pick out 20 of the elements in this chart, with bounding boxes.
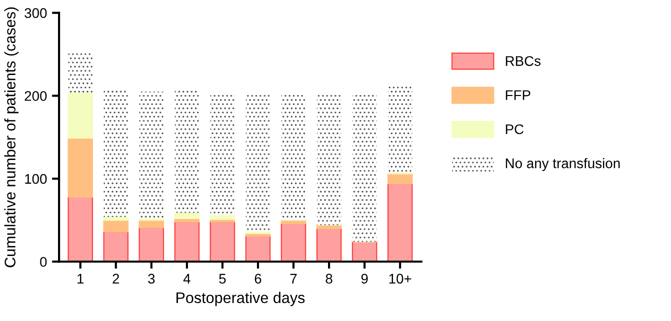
x-tick-label: 4 xyxy=(183,274,190,284)
y-axis-title: Cumulative number of patients (cases) xyxy=(4,7,19,268)
x-tick-label: 2 xyxy=(112,274,120,284)
x-tick-label: 9 xyxy=(361,274,368,284)
x-tick-label: 7 xyxy=(290,274,297,284)
x-tick-label: 1 xyxy=(78,274,84,284)
x-tick-label: 8 xyxy=(326,274,332,284)
x-tick-label: 6 xyxy=(254,274,262,284)
y-tick-label: 100 xyxy=(25,174,47,184)
legend-label: RBCs xyxy=(506,56,541,66)
x-axis-title: Postoperative days xyxy=(176,292,305,306)
y-tick-label: 300 xyxy=(24,8,47,18)
x-tick-label: 10+ xyxy=(389,274,412,284)
legend-label: PC xyxy=(506,124,524,134)
y-tick-label: 0 xyxy=(40,256,47,267)
legend-label: No any transfusion xyxy=(506,158,620,171)
y-tick-label: 200 xyxy=(24,91,47,101)
legend-label: FFP xyxy=(506,90,530,100)
x-tick-label: 5 xyxy=(219,274,226,284)
x-tick-label: 3 xyxy=(148,274,155,284)
